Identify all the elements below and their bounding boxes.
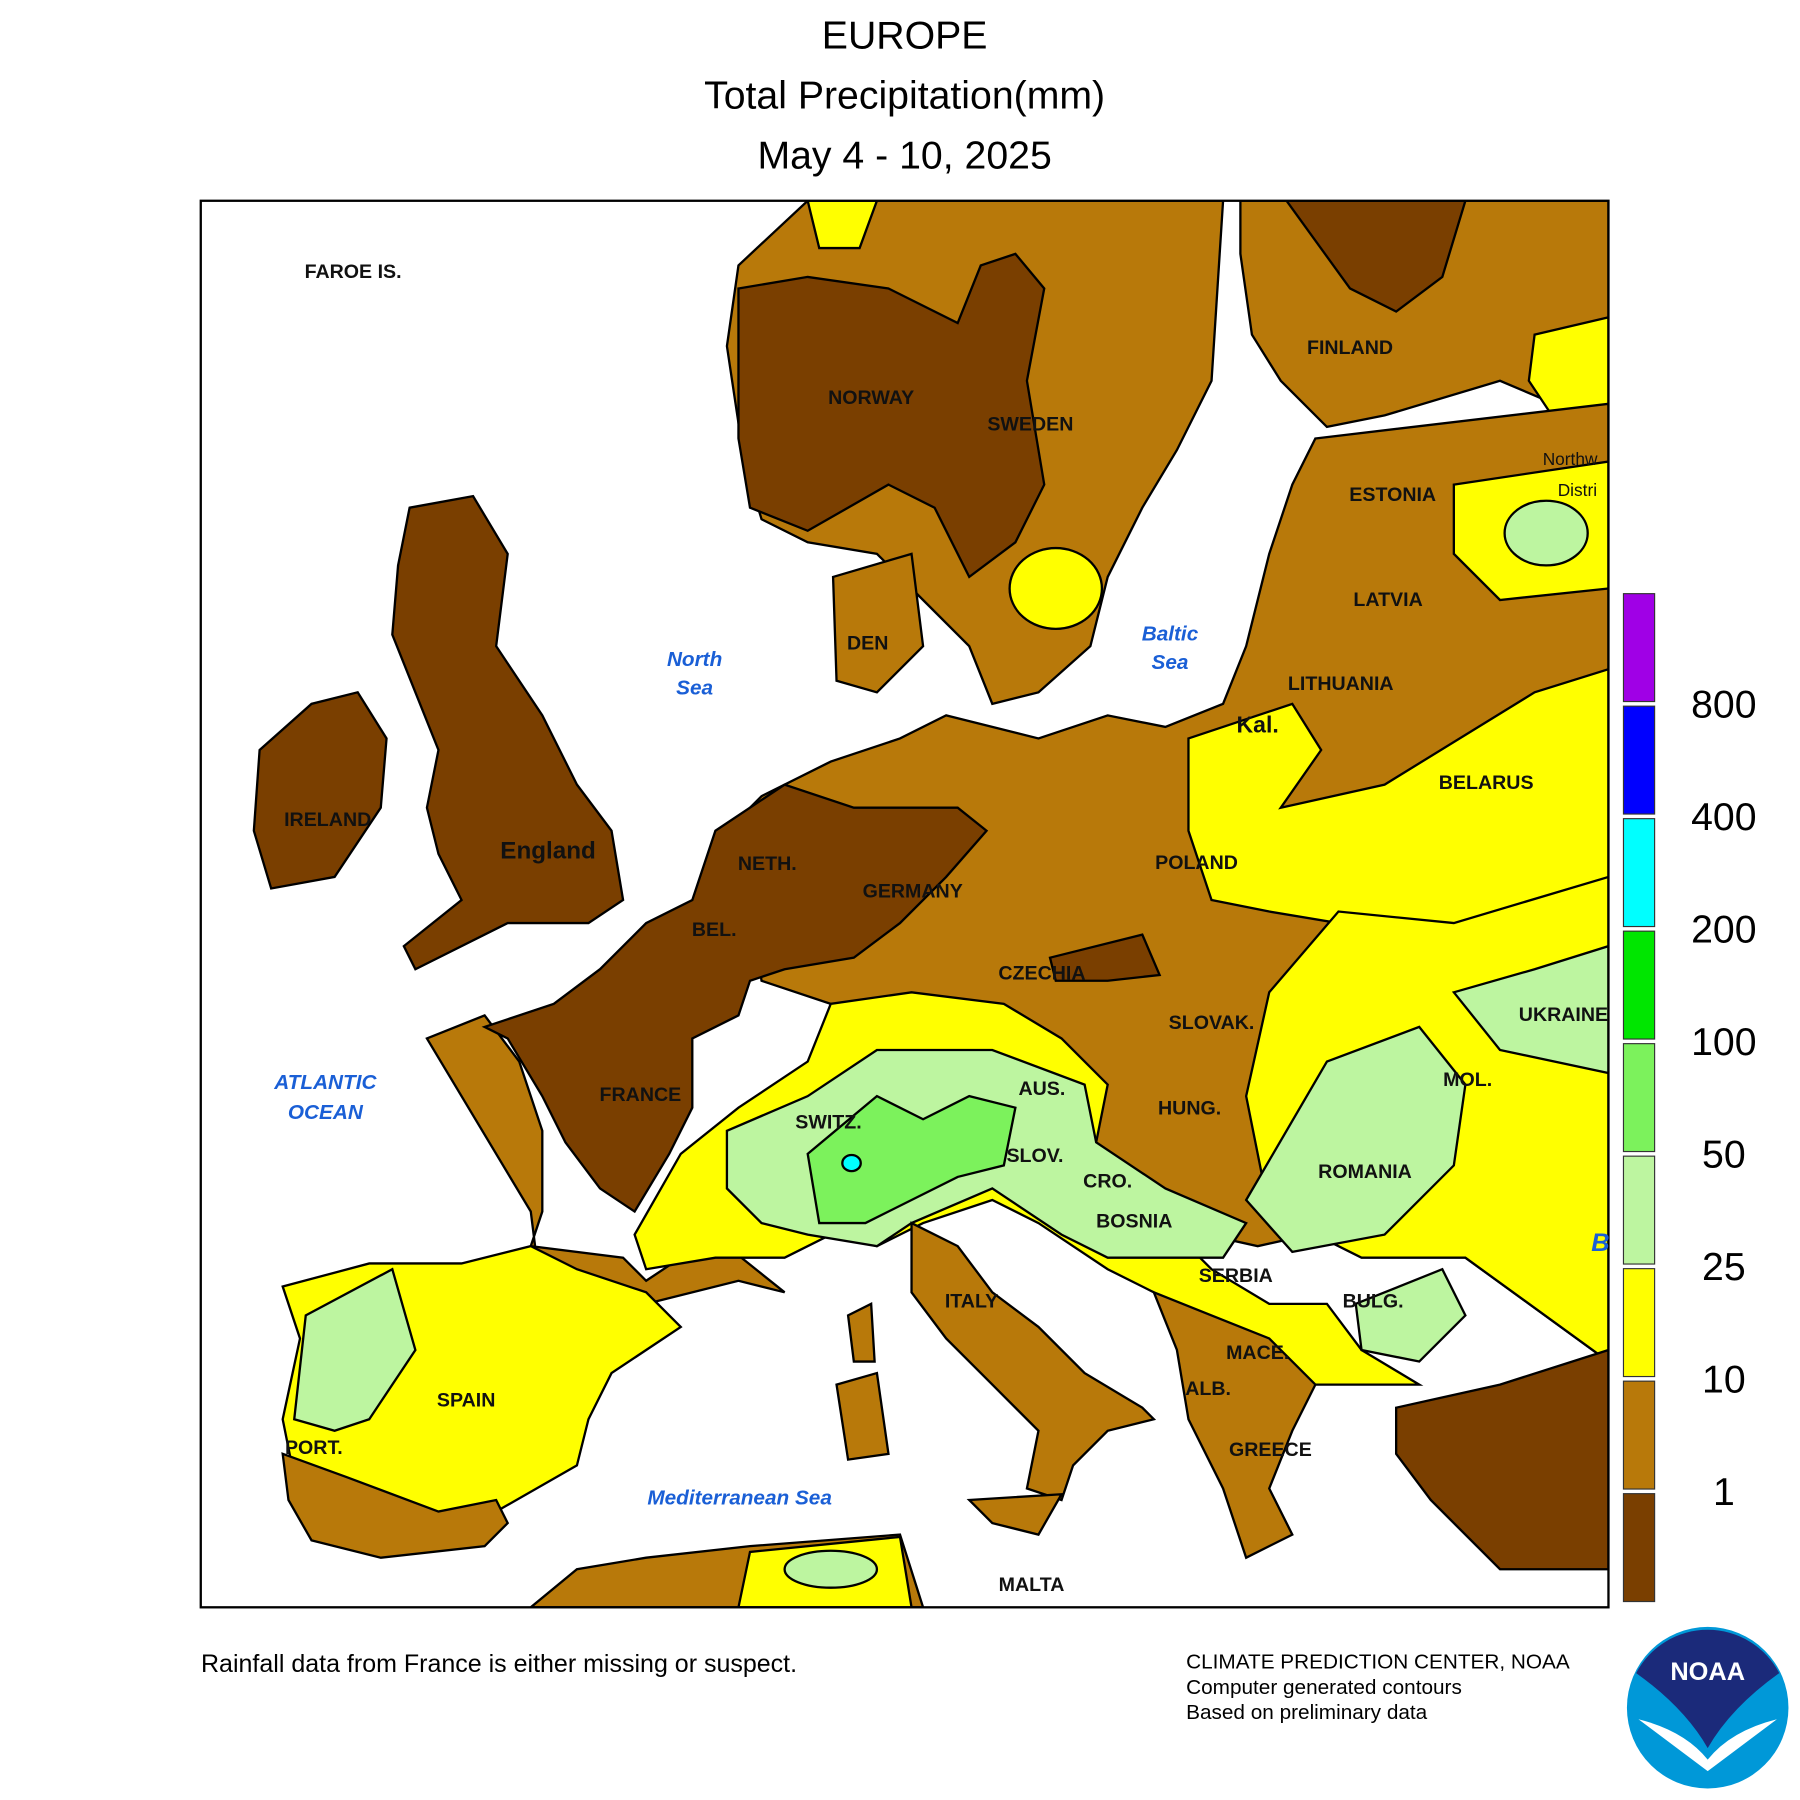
place-label: MACE. (1226, 1342, 1289, 1364)
credit: Based on preliminary data (1186, 1701, 1428, 1724)
place-label: SPAIN (437, 1390, 495, 1412)
place-label: BELARUS (1439, 772, 1534, 794)
sea-label: Sea (1152, 651, 1189, 674)
place-label: Northw (1543, 449, 1598, 469)
period: May 4 - 10, 2025 (757, 133, 1051, 177)
place-label: MALTA (999, 1574, 1065, 1596)
sea-label: Sea (676, 677, 713, 700)
title: EUROPE (822, 13, 988, 57)
credit: CLIMATE PREDICTION CENTER, NOAA (1186, 1650, 1570, 1673)
place-label: CZECHIA (998, 963, 1085, 985)
place-label: SWEDEN (987, 413, 1073, 435)
place-label: LITHUANIA (1288, 673, 1394, 695)
place-label: SERBIA (1199, 1265, 1273, 1287)
place-label: SWITZ. (795, 1111, 861, 1133)
sea-label: Baltic (1142, 622, 1199, 645)
place-label: ALB. (1185, 1378, 1231, 1400)
legend-label: 25 (1702, 1245, 1746, 1289)
place-label: BOSNIA (1096, 1211, 1172, 1233)
credit: Computer generated contours (1186, 1676, 1462, 1699)
sea-label: OCEAN (288, 1101, 364, 1124)
legend-swatch (1622, 593, 1656, 703)
subtitle: Total Precipitation(mm) (704, 73, 1105, 117)
legend-label: 200 (1691, 908, 1756, 952)
place-label: BULG. (1343, 1290, 1404, 1312)
place-label: GREECE (1229, 1439, 1312, 1461)
legend-label: 400 (1691, 795, 1756, 839)
legend-swatch (1622, 705, 1656, 815)
place-label: MOL. (1443, 1069, 1492, 1091)
place-label: SLOVAK. (1169, 1012, 1255, 1034)
legend-label: 10 (1702, 1358, 1746, 1402)
place-label: ROMANIA (1318, 1161, 1412, 1183)
legend-label: 1 (1713, 1470, 1735, 1514)
place-label: UKRAINE (1519, 1004, 1608, 1026)
place-label: FINLAND (1307, 337, 1393, 359)
map-frame (199, 199, 1610, 1609)
place-label: Kal. (1237, 712, 1279, 738)
sea-labels: North Sea Baltic Sea ATLANTIC OCEAN Medi… (273, 622, 1609, 1509)
place-label: England (500, 837, 596, 864)
place-label: NETH. (738, 853, 797, 875)
legend-swatch (1622, 1155, 1656, 1265)
place-label: AUS. (1018, 1078, 1065, 1100)
place-label: SLOV. (1006, 1145, 1063, 1167)
place-label: DEN (847, 633, 888, 655)
sea-label: B (1591, 1229, 1609, 1257)
place-label: ESTONIA (1349, 484, 1436, 506)
country-labels: FAROE IS. NORWAY SWEDEN FINLAND ESTONIA … (284, 261, 1608, 1596)
place-label: ITALY (945, 1290, 998, 1312)
place-label: IRELAND (284, 809, 371, 831)
legend-swatch (1622, 818, 1656, 928)
place-label: PORT. (285, 1437, 343, 1459)
place-label: GERMANY (863, 881, 963, 903)
legend-swatch (1622, 1380, 1656, 1490)
sea-label: ATLANTIC (273, 1071, 377, 1094)
legend-swatch (1622, 1268, 1656, 1378)
footnote: Rainfall data from France is either miss… (201, 1650, 798, 1678)
precip-map (200, 200, 1609, 1608)
place-label: HUNG. (1158, 1098, 1221, 1120)
place-label: BEL. (692, 919, 737, 941)
legend: 1 10 25 50 100 200 400 800 (1622, 593, 1757, 1603)
legend-label: 50 (1702, 1133, 1746, 1177)
sea-label: North (667, 648, 722, 671)
legend-swatch (1622, 930, 1656, 1040)
legend-swatch (1622, 1043, 1656, 1153)
legend-swatch (1622, 1493, 1656, 1603)
place-label: POLAND (1155, 852, 1238, 874)
noaa-logo: NOAA (1626, 1626, 1789, 1789)
place-label: CRO. (1083, 1170, 1132, 1192)
legend-label: 100 (1691, 1020, 1756, 1064)
sea-label: Mediterranean Sea (647, 1487, 832, 1510)
place-label: FAROE IS. (305, 261, 402, 283)
place-label: LATVIA (1353, 589, 1422, 611)
legend-label: 800 (1691, 683, 1756, 727)
place-label: Distri (1558, 480, 1597, 500)
place-label: NORWAY (828, 387, 914, 409)
place-label: FRANCE (600, 1084, 682, 1106)
logo-text: NOAA (1670, 1658, 1745, 1686)
